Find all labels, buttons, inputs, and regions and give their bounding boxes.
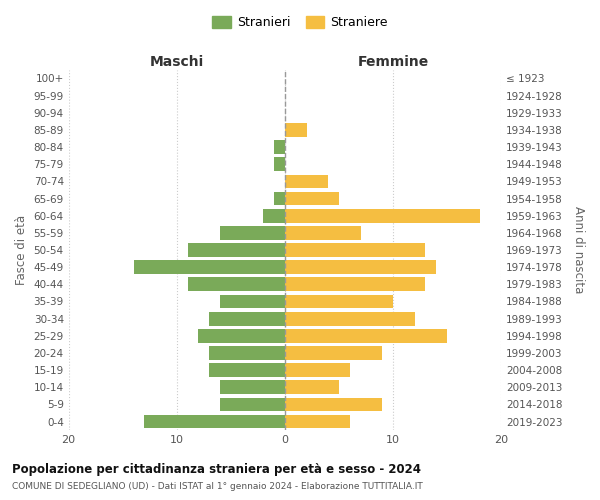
Text: Popolazione per cittadinanza straniera per età e sesso - 2024: Popolazione per cittadinanza straniera p… <box>12 462 421 475</box>
Bar <box>134 260 285 274</box>
Bar <box>285 192 339 205</box>
Bar <box>285 294 393 308</box>
Bar <box>285 209 479 222</box>
Bar <box>188 278 285 291</box>
Bar <box>285 123 307 137</box>
Bar <box>263 209 285 222</box>
Text: COMUNE DI SEDEGLIANO (UD) - Dati ISTAT al 1° gennaio 2024 - Elaborazione TUTTITA: COMUNE DI SEDEGLIANO (UD) - Dati ISTAT a… <box>12 482 423 491</box>
Bar <box>209 363 285 377</box>
Bar <box>188 243 285 257</box>
Bar <box>220 294 285 308</box>
Bar <box>220 380 285 394</box>
Bar <box>199 329 285 342</box>
Bar <box>285 243 425 257</box>
Bar <box>145 414 285 428</box>
Bar <box>285 363 350 377</box>
Bar <box>274 140 285 154</box>
Bar <box>209 346 285 360</box>
Bar <box>220 398 285 411</box>
Legend: Stranieri, Straniere: Stranieri, Straniere <box>207 11 393 34</box>
Y-axis label: Anni di nascita: Anni di nascita <box>572 206 585 294</box>
Bar <box>285 346 382 360</box>
Bar <box>274 192 285 205</box>
Bar <box>285 380 339 394</box>
Bar <box>285 329 447 342</box>
Text: Femmine: Femmine <box>358 55 428 69</box>
Text: Maschi: Maschi <box>149 55 204 69</box>
Bar <box>274 158 285 171</box>
Bar <box>285 260 436 274</box>
Bar <box>285 278 425 291</box>
Bar <box>220 226 285 239</box>
Bar <box>285 226 361 239</box>
Bar <box>285 312 415 326</box>
Bar <box>285 174 328 188</box>
Bar <box>285 414 350 428</box>
Y-axis label: Fasce di età: Fasce di età <box>15 215 28 285</box>
Bar <box>285 398 382 411</box>
Bar <box>209 312 285 326</box>
